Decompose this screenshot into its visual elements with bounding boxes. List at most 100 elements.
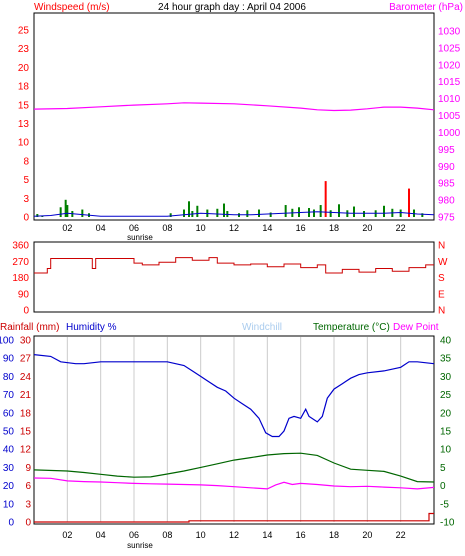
- rainfall-tick-label: 15: [20, 427, 32, 438]
- rainfall-tick-label: 27: [20, 354, 32, 365]
- temperature-tick-label: 15: [440, 427, 452, 438]
- direction-compass-tick-label: E: [438, 289, 445, 300]
- barometer-tick-label: 975: [438, 213, 455, 224]
- barometer-tick-label: 995: [438, 145, 455, 156]
- windspeed-tick-label: 20: [18, 63, 30, 74]
- hour-tick-label: 18: [329, 530, 339, 540]
- hour-tick-label: 10: [196, 530, 206, 540]
- humidity-tick-label: 0: [8, 518, 14, 529]
- humidity-tick-label: 100: [0, 336, 14, 347]
- wind-direction-marks: [34, 257, 434, 274]
- hour-tick-label: 20: [362, 530, 372, 540]
- humidity-tick-label: 80: [3, 372, 15, 383]
- windspeed-tick-label: 0: [23, 213, 29, 224]
- temperature-tick-label: 30: [440, 372, 452, 383]
- windchill-label: Windchill: [242, 322, 282, 333]
- hour-tick-label: 10: [196, 223, 206, 233]
- humidity-line: [33, 354, 435, 438]
- wind-barometer-plot-frame: [33, 12, 435, 221]
- direction-degree-tick-label: 0: [23, 306, 29, 317]
- barometer-line: [33, 102, 435, 112]
- barometer-tick-label: 1015: [438, 77, 461, 88]
- rainfall-tick-label: 21: [20, 390, 32, 401]
- rainfall-tick-label: 3: [25, 499, 31, 510]
- windspeed-tick-label: 10: [18, 138, 30, 149]
- barometer-tick-label: 1025: [438, 43, 461, 54]
- barometer-tick-label: 985: [438, 179, 455, 190]
- wind-direction-plot-frame: [33, 241, 435, 313]
- rainfall-tick-label: 6: [25, 481, 31, 492]
- direction-degree-tick-label: 270: [12, 257, 29, 268]
- hour-tick-label: 14: [262, 530, 272, 540]
- temperature-tick-label: 0: [440, 481, 446, 492]
- barometer-tick-label: 1010: [438, 94, 461, 105]
- chart-title: 24 hour graph day : April 04 2006: [158, 2, 306, 13]
- direction-compass-tick-label: S: [438, 273, 445, 284]
- humidity-axis-label: Humidity %: [66, 322, 117, 333]
- temperature-tick-label: 35: [440, 354, 452, 365]
- windspeed-tick-label: 5: [23, 175, 29, 186]
- direction-compass-tick-label: W: [438, 257, 448, 268]
- hour-tick-label: 22: [396, 223, 406, 233]
- dewpoint-axis-label: Dew Point: [393, 322, 439, 333]
- temperature-tick-label: 40: [440, 336, 452, 347]
- wind-speed-line: [33, 211, 435, 217]
- rainfall-tick-label: 30: [20, 336, 32, 347]
- barometer-tick-label: 1000: [438, 128, 461, 139]
- windspeed-axis-label: Windspeed (m/s): [34, 2, 110, 13]
- humidity-tick-label: 40: [3, 445, 15, 456]
- direction-degree-tick-label: 90: [18, 289, 30, 300]
- barometer-tick-label: 990: [438, 162, 455, 173]
- hour-tick-label: 02: [62, 223, 72, 233]
- temperature-axis-label: Temperature (°C): [313, 322, 390, 333]
- temperature-tick-label: -10: [440, 518, 455, 529]
- humidity-tick-label: 60: [3, 408, 15, 419]
- wind-direction-line: [34, 257, 434, 274]
- barometer-tick-label: 1020: [438, 60, 461, 71]
- direction-compass-tick-label: N: [438, 306, 445, 317]
- humidity-tick-label: 20: [3, 481, 15, 492]
- hour-tick-label: 14: [262, 223, 272, 233]
- temperature-tick-labels: 40 35 30 25 20 15 10 5 0 -5 -10: [440, 336, 455, 529]
- direction-degree-tick-label: 360: [12, 241, 29, 252]
- hour-tick-label: 06: [129, 530, 139, 540]
- temperature-tick-label: 20: [440, 408, 452, 419]
- windspeed-tick-label: 8: [23, 156, 29, 167]
- rainfall-tick-label: 24: [20, 372, 32, 383]
- rainfall-line: [34, 512, 434, 523]
- hour-tick-label: 16: [296, 223, 306, 233]
- sunrise-label-bottom: sunrise: [127, 541, 153, 550]
- hour-tick-label: 06: [129, 223, 139, 233]
- windspeed-tick-labels: 25 23 20 18 15 13 10 8 5 3 0: [18, 26, 30, 224]
- barometer-axis-label: Barometer (hPa): [389, 2, 463, 13]
- windspeed-tick-label: 13: [18, 119, 30, 130]
- rainfall-tick-label: 18: [20, 408, 32, 419]
- temperature-line: [33, 452, 435, 483]
- hour-tick-label: 08: [162, 530, 172, 540]
- humidity-tick-label: 50: [3, 427, 15, 438]
- rainfall-tick-label: 0: [25, 518, 31, 529]
- humidity-temperature-marks: [33, 354, 435, 523]
- sunrise-label-top: sunrise: [127, 233, 153, 242]
- humidity-tick-label: 90: [3, 354, 15, 365]
- direction-degree-tick-label: 180: [12, 273, 29, 284]
- wind-barometer-marks: [33, 102, 435, 217]
- humidity-tick-label: 10: [3, 499, 15, 510]
- direction-degree-tick-labels: 360 270 180 90 0: [12, 241, 29, 317]
- windspeed-tick-label: 18: [18, 82, 30, 93]
- rainfall-axis-label: Rainfall (mm): [0, 322, 59, 333]
- hour-tick-label: 22: [396, 530, 406, 540]
- panel1-hour-tick-labels: 02 04 06 08 10 12 14 16 18 20 22: [62, 223, 405, 233]
- barometer-tick-label: 1030: [438, 27, 461, 38]
- barometer-tick-label: 1005: [438, 111, 461, 122]
- hour-tick-label: 04: [96, 530, 106, 540]
- dewpoint-line: [33, 477, 435, 490]
- hour-tick-label: 16: [296, 530, 306, 540]
- rainfall-tick-label: 9: [25, 463, 31, 474]
